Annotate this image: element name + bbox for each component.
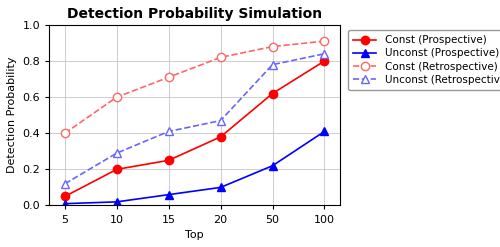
Unconst (Retrospective) <box>114 152 120 155</box>
Const (Prospective) <box>218 135 224 138</box>
Y-axis label: Detection Probability: Detection Probability <box>7 57 17 173</box>
Unconst (Prospective) <box>322 130 328 133</box>
Const (Prospective) <box>62 195 68 198</box>
Legend: Const (Prospective), Unconst (Prospective), Const (Retrospective), Unconst (Retr: Const (Prospective), Unconst (Prospectiv… <box>348 30 500 90</box>
Const (Prospective) <box>322 60 328 62</box>
Unconst (Prospective) <box>270 164 276 167</box>
Unconst (Retrospective) <box>322 52 328 55</box>
Const (Retrospective) <box>218 56 224 59</box>
Unconst (Retrospective) <box>62 182 68 185</box>
Const (Retrospective) <box>62 132 68 135</box>
Unconst (Retrospective) <box>270 63 276 66</box>
Const (Retrospective) <box>166 76 172 79</box>
Unconst (Prospective) <box>114 200 120 203</box>
Title: Detection Probability Simulation: Detection Probability Simulation <box>67 7 322 21</box>
Line: Const (Retrospective): Const (Retrospective) <box>60 37 328 137</box>
Const (Prospective) <box>166 159 172 162</box>
Unconst (Retrospective) <box>166 130 172 133</box>
Unconst (Prospective) <box>62 202 68 205</box>
Const (Retrospective) <box>114 96 120 99</box>
Const (Prospective) <box>114 168 120 171</box>
Unconst (Retrospective) <box>218 119 224 122</box>
Line: Unconst (Prospective): Unconst (Prospective) <box>60 127 328 208</box>
Unconst (Prospective) <box>166 193 172 196</box>
Const (Retrospective) <box>270 45 276 48</box>
Line: Unconst (Retrospective): Unconst (Retrospective) <box>60 50 328 188</box>
Line: Const (Prospective): Const (Prospective) <box>60 57 328 201</box>
Const (Prospective) <box>270 92 276 95</box>
Unconst (Prospective) <box>218 186 224 189</box>
X-axis label: Top: Top <box>186 230 204 240</box>
Const (Retrospective) <box>322 40 328 43</box>
